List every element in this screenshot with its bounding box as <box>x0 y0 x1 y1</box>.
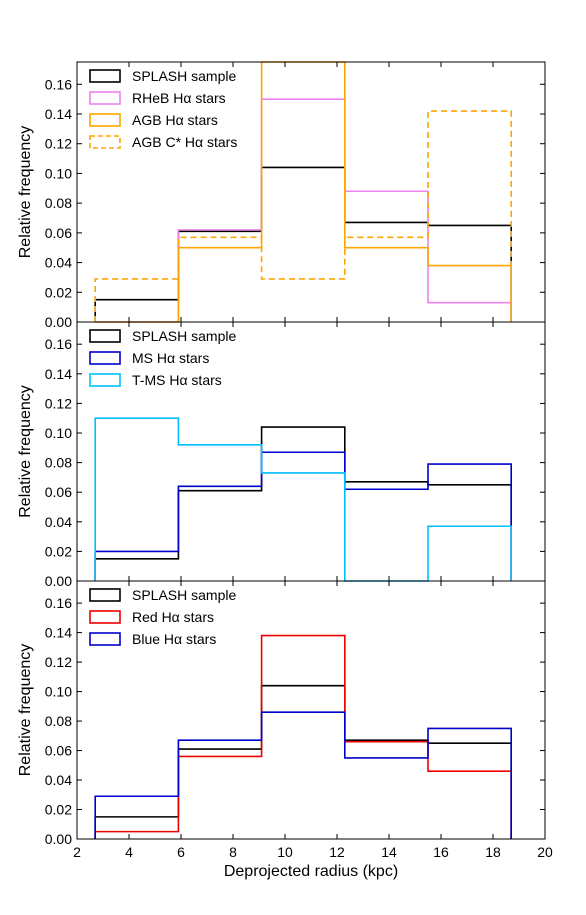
histogram-series-1 <box>94 166 512 322</box>
y-tick-label: 0.14 <box>45 625 72 641</box>
histogram-series-4 <box>94 110 512 322</box>
y-tick-label: 0.02 <box>45 543 72 559</box>
y-tick-label: 0.02 <box>45 284 72 300</box>
legend-swatch <box>89 373 121 387</box>
x-tick-label: 18 <box>485 844 501 860</box>
x-tick-label: 12 <box>329 844 345 860</box>
x-axis-title: Deprojected radius (kpc) <box>224 863 398 880</box>
y-tick-label: 0.12 <box>45 395 72 411</box>
histogram-series-1 <box>94 426 512 581</box>
x-tick-label: 2 <box>73 844 81 860</box>
y-tick-label: 0.10 <box>45 684 72 700</box>
legend-swatch <box>89 351 121 365</box>
y-tick-label: 0.14 <box>45 366 72 382</box>
histogram-series-2 <box>95 98 512 323</box>
y-tick-label: 0.06 <box>45 743 72 759</box>
panel-3: 0.00 0.02 0.04 0.06 0.08 0.10 0.12 0.14 0.16 2 4 6 8… <box>17 580 553 880</box>
histogram-series-3 <box>94 711 512 839</box>
histogram-series-2 <box>94 634 512 839</box>
legend-label: SPLASH sample <box>132 328 236 344</box>
x-tick-label: 20 <box>537 844 553 860</box>
legend-swatch <box>89 69 121 83</box>
legend-swatch <box>89 588 121 602</box>
panel-1: 0.00 0.02 0.04 0.06 0.08 0.10 0.12 0.14 0.16 Rela… <box>17 61 546 330</box>
legend-label: SPLASH sample <box>132 68 236 84</box>
y-tick-label: 0.12 <box>45 136 72 152</box>
legend-label: SPLASH sample <box>132 587 236 603</box>
y-tick-label: 0.00 <box>45 314 72 330</box>
legend-swatch <box>89 113 121 127</box>
y-tick-label: 0.00 <box>45 573 72 589</box>
y-tick-label: 0.06 <box>45 225 72 241</box>
histogram-series-1 <box>94 684 512 839</box>
y-tick-label: 0.00 <box>45 831 72 847</box>
x-tick-label: 6 <box>177 844 185 860</box>
y-tick-label: 0.04 <box>45 514 72 530</box>
legend-label: AGB Hα stars <box>132 112 218 128</box>
y-tick-label: 0.08 <box>45 195 72 211</box>
x-tick-label: 14 <box>381 844 397 860</box>
y-tick-label: 0.16 <box>45 595 72 611</box>
legend-swatch <box>89 329 121 343</box>
y-tick-label: 0.16 <box>45 336 72 352</box>
y-tick-label: 0.10 <box>45 425 72 441</box>
legend-swatch <box>89 610 121 624</box>
legend-label: MS Hα stars <box>132 350 209 366</box>
y-tick-label: 0.08 <box>45 713 72 729</box>
y-tick-label: 0.12 <box>45 654 72 670</box>
y-axis-title: Relative frequency <box>17 385 34 518</box>
x-tick-label: 16 <box>433 844 449 860</box>
x-tick-label: 8 <box>229 844 237 860</box>
y-tick-label: 0.06 <box>45 484 72 500</box>
y-tick-label: 0.08 <box>45 455 72 471</box>
legend-label: RHeB Hα stars <box>132 90 226 106</box>
y-tick-label: 0.02 <box>45 802 72 818</box>
legend-label: Red Hα stars <box>132 609 214 625</box>
histogram-series-2 <box>94 451 512 581</box>
y-tick-label: 0.04 <box>45 772 72 788</box>
axes-frame <box>76 580 546 840</box>
y-tick-label: 0.04 <box>45 255 72 271</box>
legend-label: Blue Hα stars <box>132 631 216 647</box>
histogram-series-3 <box>94 417 512 582</box>
x-tick-label: 10 <box>277 844 293 860</box>
legend-swatch <box>89 135 121 149</box>
y-tick-label: 0.16 <box>45 76 72 92</box>
y-tick-label: 0.10 <box>45 165 72 181</box>
legend-label: AGB C* Hα stars <box>132 134 237 150</box>
x-tick-label: 4 <box>125 844 133 860</box>
legend-label: T-MS Hα stars <box>132 372 222 388</box>
panel-2: 0.00 0.02 0.04 0.06 0.08 0.10 0.12 0.14 0.16 Rela… <box>17 321 546 589</box>
y-axis-title: Relative frequency <box>17 644 34 777</box>
y-tick-label: 0.14 <box>45 106 72 122</box>
legend-swatch <box>89 91 121 105</box>
legend-swatch <box>89 632 121 646</box>
y-axis-title: Relative frequency <box>17 126 34 259</box>
